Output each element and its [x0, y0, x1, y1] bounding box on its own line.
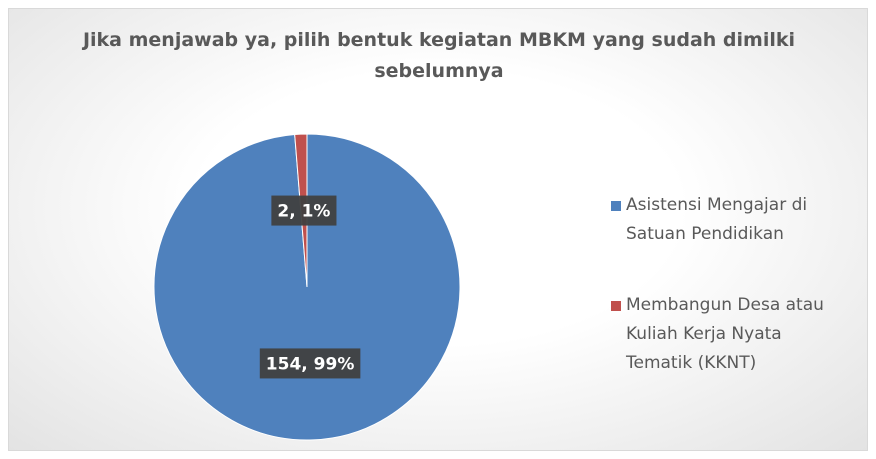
- data-label-text: 154, 99%: [266, 354, 355, 374]
- legend: Asistensi Mengajar di Satuan Pendidikan M…: [611, 191, 851, 378]
- chart-title: Jika menjawab ya, pilih bentuk kegiatan …: [82, 29, 796, 82]
- legend-swatch: [611, 201, 621, 211]
- data-label: 2, 1%: [271, 195, 337, 226]
- data-label: 154, 99%: [259, 348, 361, 379]
- chart: Jika menjawab ya, pilih bentuk kegiatan …: [8, 8, 868, 451]
- legend-swatch: [611, 301, 621, 311]
- plot: 154, 99% 2, 1%: [153, 133, 461, 441]
- legend-entry: Membangun Desa atau Kuliah Kerja Nyata T…: [611, 291, 851, 378]
- data-label-box: [271, 195, 337, 226]
- legend-label: Asistensi Mengajar di Satuan Pendidikan: [626, 195, 808, 244]
- data-label-text: 2, 1%: [277, 202, 330, 222]
- legend-label: Membangun Desa atau Kuliah Kerja Nyata T…: [626, 295, 824, 373]
- data-label-box: [259, 348, 361, 379]
- legend-entry: Asistensi Mengajar di Satuan Pendidikan: [611, 191, 851, 249]
